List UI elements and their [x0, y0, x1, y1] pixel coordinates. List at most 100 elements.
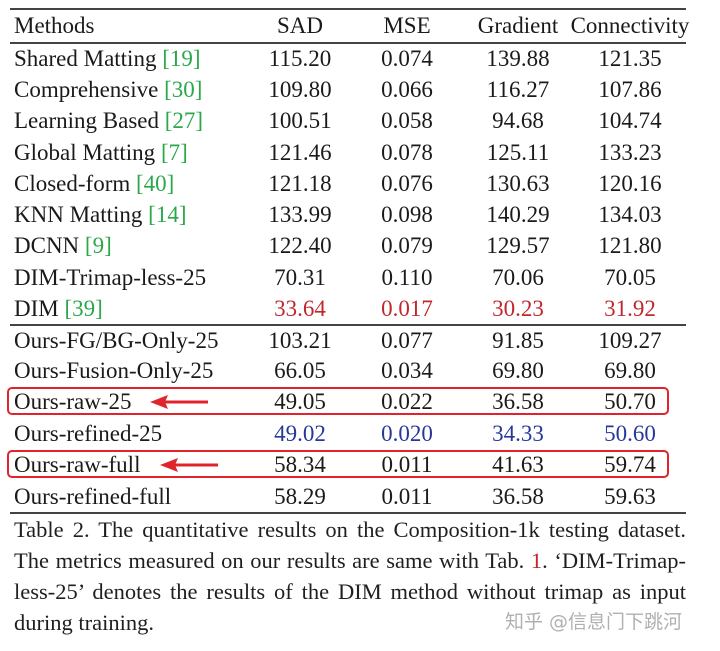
connectivity-value: 120.16: [598, 171, 662, 196]
connectivity-value: 70.05: [604, 265, 656, 290]
sad-value: 109.80: [268, 77, 332, 102]
citation-link[interactable]: [27]: [164, 108, 204, 133]
method-cell: Learning Based [27]: [14, 105, 203, 136]
table-row: Global Matting [7] 121.46 0.078 125.11 133.2…: [0, 137, 720, 168]
mse-value: 0.017: [381, 296, 433, 321]
table-row: Ours-refined-25 49.02 0.020 34.33 50.60: [0, 418, 720, 449]
citation-link[interactable]: [9]: [84, 233, 112, 258]
method-cell: Shared Matting [19]: [14, 43, 201, 74]
table-row: Ours-raw-full 58.34 0.011 41.63 59.74: [0, 449, 720, 480]
table-row: Comprehensive [30] 109.80 0.066 116.27 107.8…: [0, 74, 720, 105]
method-name: Learning Based: [14, 108, 159, 133]
citation-link[interactable]: [7]: [160, 140, 188, 165]
mse-value: 0.098: [381, 202, 433, 227]
sad-value: 66.05: [274, 358, 326, 383]
sad-value: 115.20: [268, 46, 332, 71]
gradient-value: 91.85: [492, 328, 544, 353]
citation-link[interactable]: [30]: [164, 77, 203, 102]
method-cell: Closed-form [40]: [14, 168, 174, 199]
method-name: Ours-FG/BG-Only-25: [14, 328, 219, 353]
table-row: DIM-Trimap-less-25 70.31 0.110 70.06 70.05: [0, 262, 720, 293]
gradient-value: 36.58: [492, 484, 544, 509]
sad-value: 58.29: [274, 484, 326, 509]
sad-value: 121.18: [268, 171, 332, 196]
citation-link[interactable]: [39]: [64, 296, 103, 321]
method-cell: DIM-Trimap-less-25: [14, 262, 206, 293]
gradient-value: 125.11: [486, 140, 550, 165]
sad-value: 122.40: [268, 233, 332, 258]
gradient-value: 30.23: [492, 296, 544, 321]
header-methods: Methods: [14, 13, 95, 38]
connectivity-value: 50.60: [604, 421, 656, 446]
method-cell: Ours-Fusion-Only-25: [14, 355, 213, 386]
mse-value: 0.011: [381, 484, 433, 509]
gradient-value: 140.29: [486, 202, 550, 227]
connectivity-value: 104.74: [598, 108, 662, 133]
table-row: Shared Matting [19] 115.20 0.074 139.88 121.…: [0, 43, 720, 74]
connectivity-value: 69.80: [604, 358, 656, 383]
citation-link[interactable]: [14]: [148, 202, 187, 227]
citation-link[interactable]: [40]: [136, 171, 175, 196]
method-cell: Ours-refined-full: [14, 481, 171, 512]
caption-text: Table 2. The quantitative results on the…: [14, 517, 686, 573]
method-cell: Ours-raw-25: [14, 386, 132, 417]
gradient-value: 41.63: [492, 452, 544, 477]
sad-value: 70.31: [274, 265, 326, 290]
top-rule: [10, 8, 686, 10]
caption-table-ref[interactable]: 1: [530, 548, 543, 573]
sad-value: 33.64: [274, 296, 326, 321]
table-header: Methods SAD MSE Gradient Connectivity: [0, 10, 720, 41]
gradient-value: 129.57: [486, 233, 550, 258]
connectivity-value: 59.63: [604, 484, 656, 509]
header-sad: SAD: [276, 13, 324, 38]
mse-value: 0.058: [381, 108, 433, 133]
mse-value: 0.078: [381, 140, 433, 165]
header-rule: [10, 42, 686, 44]
gradient-value: 94.68: [492, 108, 544, 133]
method-cell: DIM [39]: [14, 293, 103, 324]
table-row: KNN Matting [14] 133.99 0.098 140.29 134.03: [0, 199, 720, 230]
mse-value: 0.066: [381, 77, 433, 102]
gradient-value: 69.80: [492, 358, 544, 383]
sad-value: 121.46: [268, 140, 332, 165]
connectivity-value: 133.23: [598, 140, 662, 165]
table-row: DIM [39] 33.64 0.017 30.23 31.92: [0, 293, 720, 324]
table-row: Closed-form [40] 121.18 0.076 130.63 120.16: [0, 168, 720, 199]
sad-value: 58.34: [274, 452, 326, 477]
header-mse: MSE: [383, 13, 431, 38]
header-connectivity: Connectivity: [570, 13, 690, 38]
method-name: Ours-raw-25: [14, 389, 132, 414]
gradient-value: 70.06: [492, 265, 544, 290]
mse-value: 0.022: [381, 389, 433, 414]
mse-value: 0.011: [381, 452, 433, 477]
method-name: KNN Matting: [14, 202, 143, 227]
table-row: Ours-Fusion-Only-25 66.05 0.034 69.80 69.80: [0, 355, 720, 386]
method-name: Ours-raw-full: [14, 452, 141, 477]
connectivity-value: 31.92: [604, 296, 656, 321]
gradient-value: 116.27: [486, 77, 550, 102]
method-name: Ours-Fusion-Only-25: [14, 358, 214, 383]
method-cell: DCNN [9]: [14, 230, 112, 261]
method-name: Ours-refined-full: [14, 484, 172, 509]
mse-value: 0.077: [381, 328, 433, 353]
method-cell: Comprehensive [30]: [14, 74, 202, 105]
arrow-left-icon: [150, 395, 208, 409]
table-row: Ours-raw-25 49.05 0.022 36.58 50.70: [0, 386, 720, 417]
table-row: Ours-FG/BG-Only-25 103.21 0.077 91.85 109.27: [0, 325, 720, 356]
sad-value: 100.51: [268, 108, 332, 133]
header-gradient: Gradient: [477, 13, 559, 38]
method-name: Shared Matting: [14, 46, 157, 71]
method-name: Comprehensive: [14, 77, 159, 102]
watermark: 知乎 @信息门下跳河: [505, 611, 683, 633]
table-row: DCNN [9] 122.40 0.079 129.57 121.80: [0, 230, 720, 261]
connectivity-value: 134.03: [598, 202, 662, 227]
table-row: Learning Based [27] 100.51 0.058 94.68 104.7…: [0, 105, 720, 136]
mse-value: 0.034: [381, 358, 433, 383]
citation-link[interactable]: [19]: [162, 46, 201, 71]
sad-value: 133.99: [268, 202, 332, 227]
gradient-value: 139.88: [486, 46, 550, 71]
mse-value: 0.110: [381, 265, 433, 290]
method-cell: Ours-refined-25: [14, 418, 162, 449]
method-cell: KNN Matting [14]: [14, 199, 187, 230]
method-name: DCNN: [14, 233, 80, 258]
